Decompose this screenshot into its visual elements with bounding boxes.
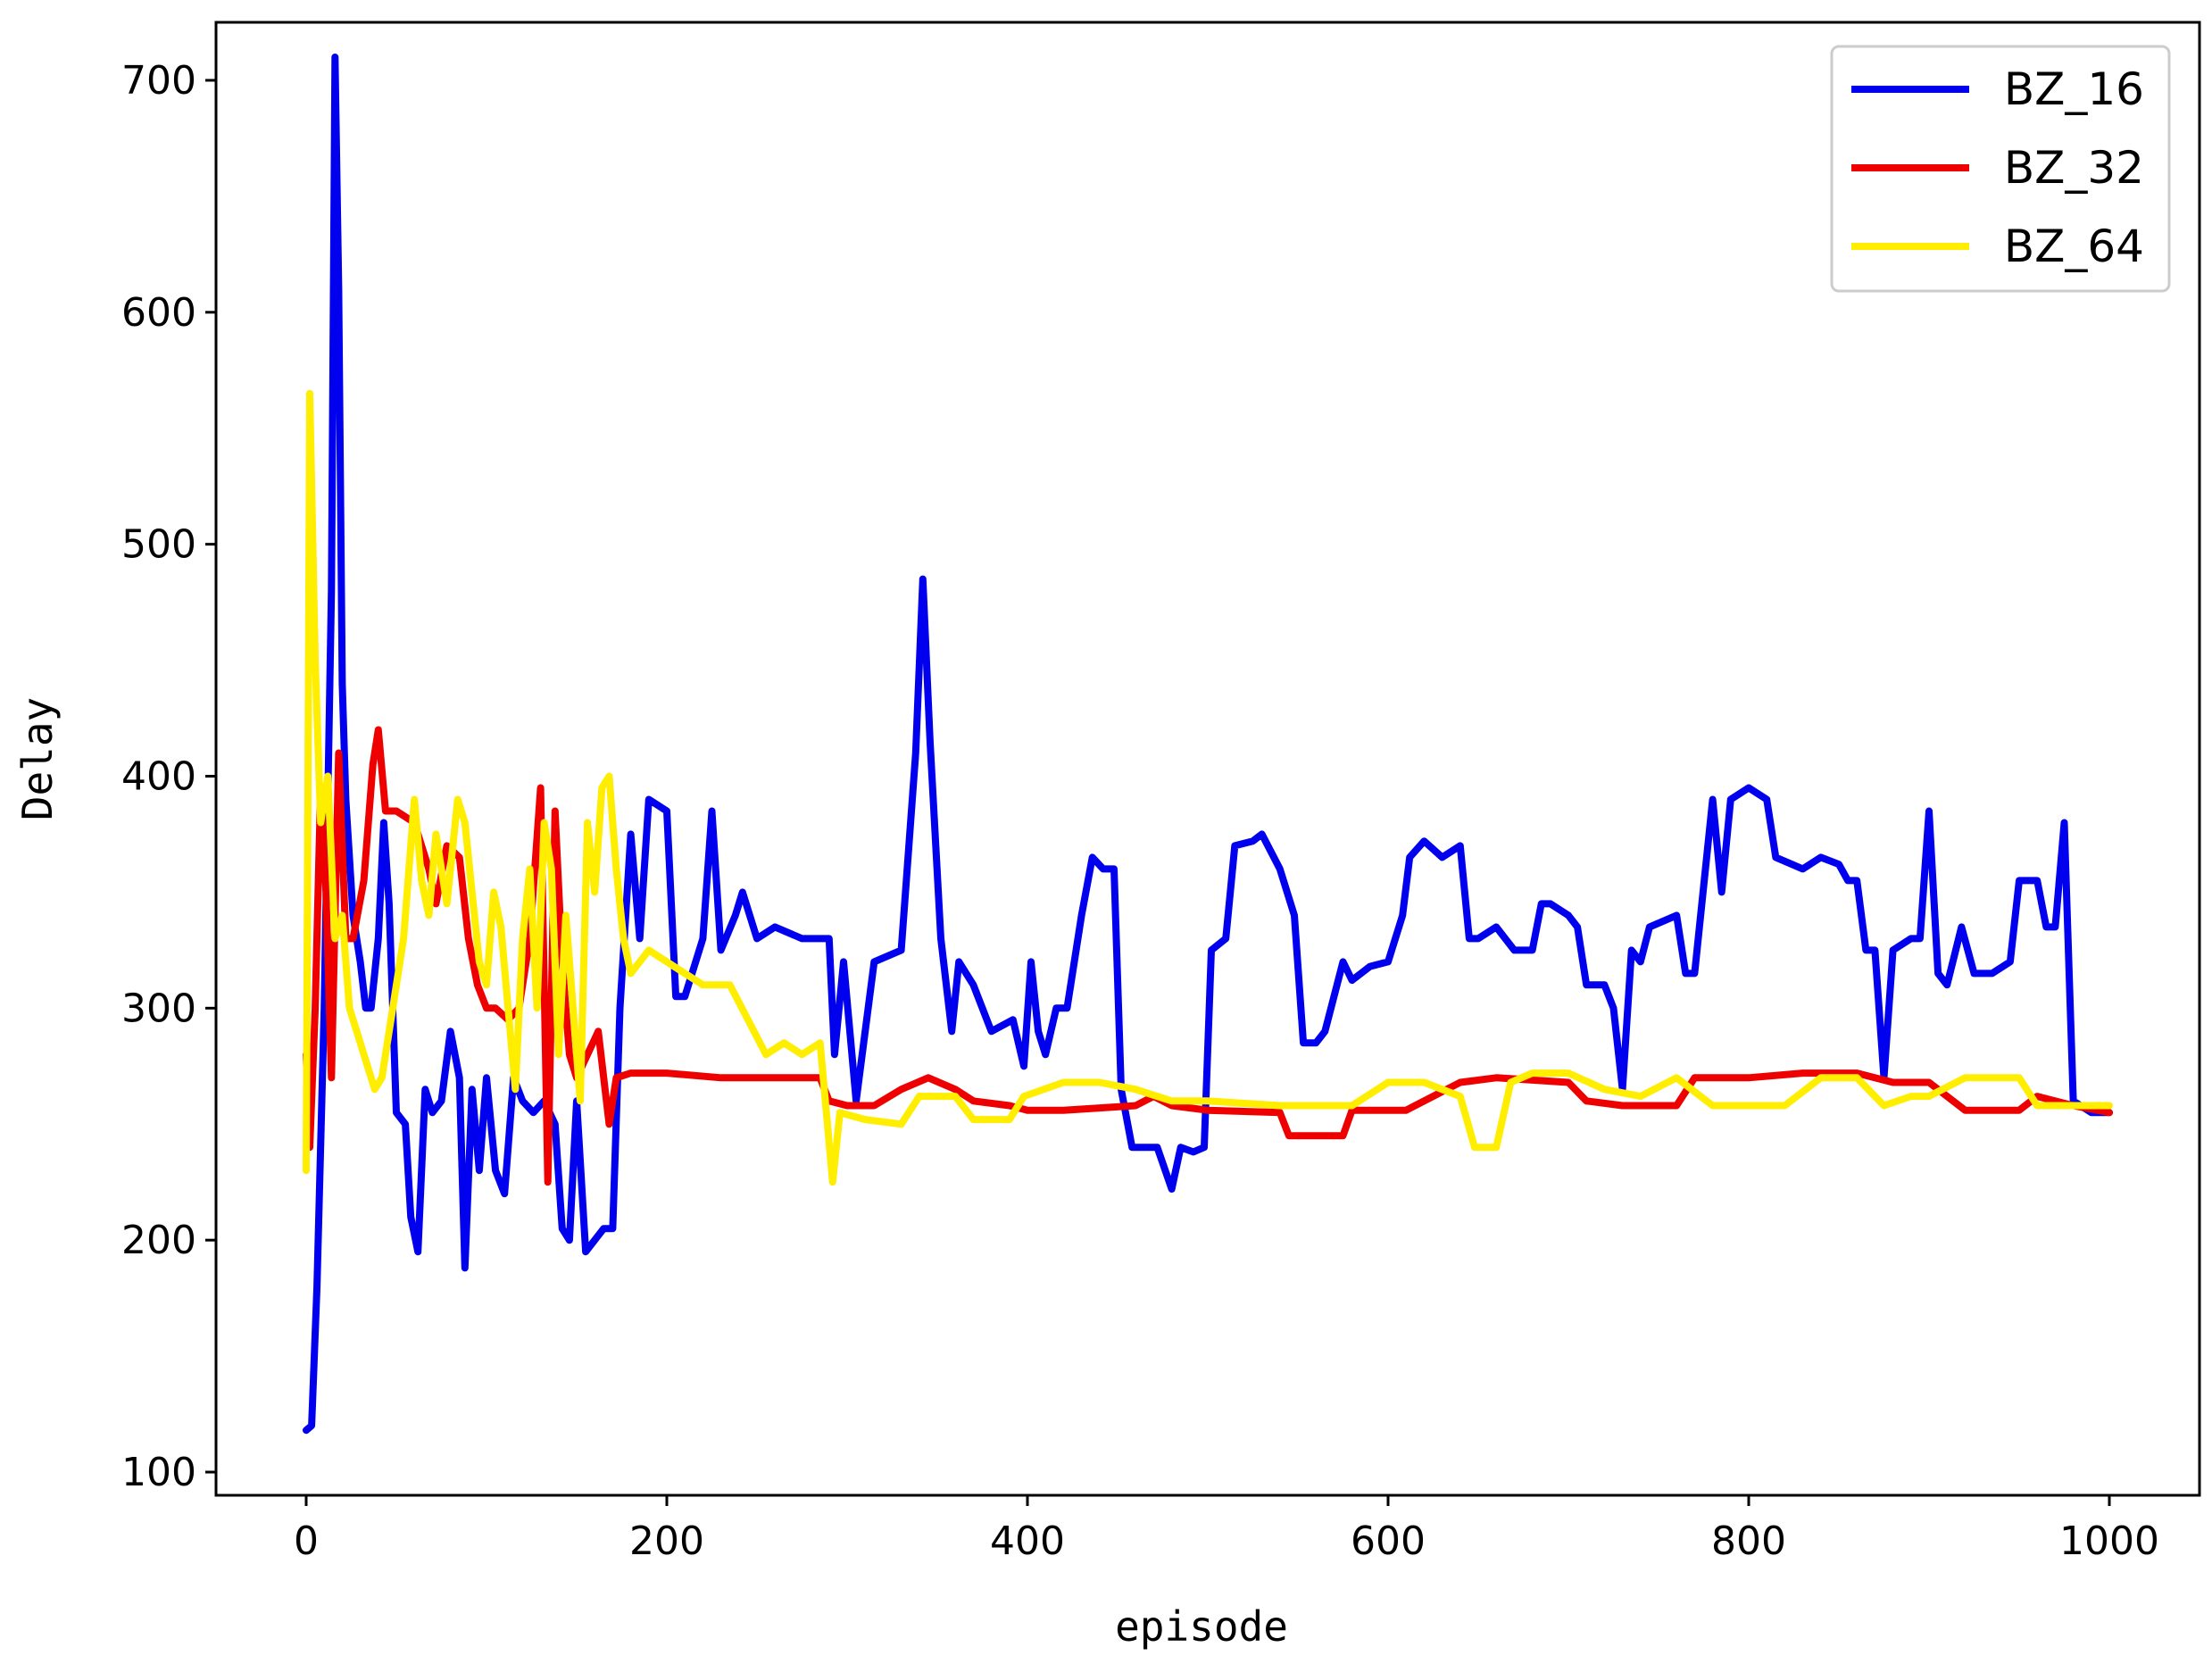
legend-box bbox=[1830, 45, 2171, 293]
series-line-bz-64 bbox=[303, 389, 2113, 1186]
x-tick-label: 1000 bbox=[2059, 1518, 2159, 1564]
legend-label-bz-64: BZ_64 bbox=[2004, 220, 2144, 272]
x-axis-label: episode bbox=[1115, 1602, 1288, 1651]
y-tick-label: 100 bbox=[121, 1450, 196, 1495]
x-tick-label: 800 bbox=[1711, 1518, 1786, 1564]
y-axis-ticks: 100 200 300 400 500 600 700 bbox=[121, 58, 216, 1495]
series-line-bz-16 bbox=[303, 54, 2113, 1435]
series-layer bbox=[303, 54, 2113, 1435]
y-tick-label: 300 bbox=[121, 986, 196, 1031]
x-tick-label: 600 bbox=[1351, 1518, 1426, 1564]
x-axis-ticks: 0 200 400 600 800 1000 bbox=[294, 1495, 2159, 1564]
series-line-bz-32 bbox=[303, 726, 2113, 1186]
legend-label-bz-32: BZ_32 bbox=[2004, 142, 2144, 194]
y-tick-label: 400 bbox=[121, 753, 196, 799]
y-tick-label: 200 bbox=[121, 1218, 196, 1263]
y-tick-label: 700 bbox=[121, 58, 196, 104]
y-tick-label: 500 bbox=[121, 522, 196, 568]
legend: BZ_16 BZ_32 BZ_64 bbox=[1830, 45, 2171, 293]
x-tick-label: 200 bbox=[629, 1518, 704, 1564]
y-tick-label: 600 bbox=[121, 290, 196, 336]
y-axis-label: Delay bbox=[13, 697, 62, 820]
x-tick-label: 400 bbox=[990, 1518, 1065, 1564]
plot-area-frame bbox=[214, 21, 2201, 1497]
x-tick-label: 0 bbox=[294, 1518, 319, 1564]
legend-label-bz-16: BZ_16 bbox=[2004, 63, 2144, 115]
